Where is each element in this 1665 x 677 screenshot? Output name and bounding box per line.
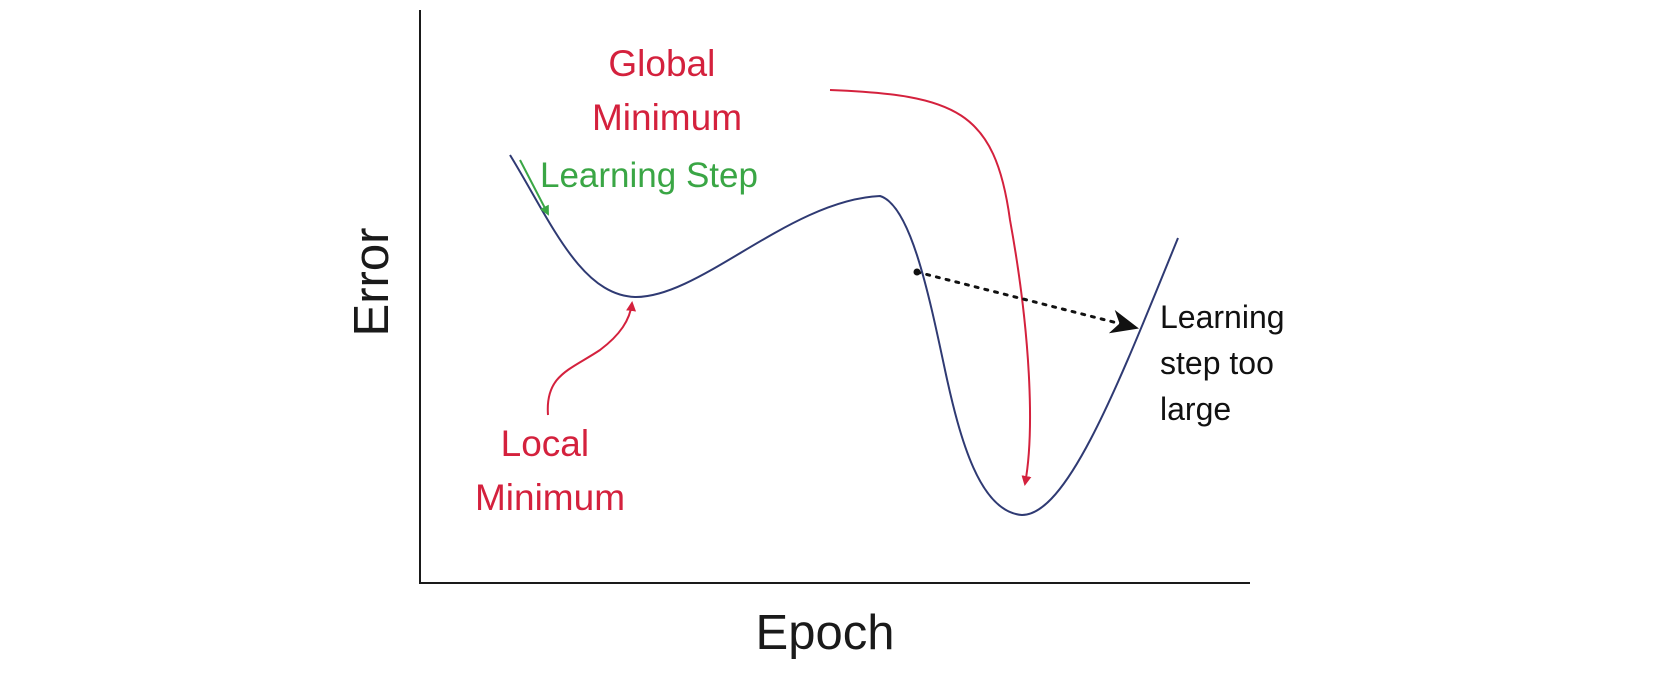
local-minimum-line-1: Local (501, 423, 589, 464)
step-too-large-line-3: large (1160, 391, 1231, 427)
learning-step-arrow (519, 159, 549, 216)
global-minimum-line-2: Minimum (592, 97, 742, 138)
global-minimum-arrow (829, 89, 1032, 486)
step-too-large-arrow (915, 270, 1139, 334)
step-too-large-line-2: step too (1160, 345, 1274, 381)
x-axis-label: Epoch (756, 606, 895, 660)
error-curve (509, 154, 1179, 517)
global-minimum-line-1: Global (608, 43, 715, 84)
learning-step-label: Learning Step (540, 156, 758, 195)
step-too-large-line-1: Learning (1160, 299, 1285, 335)
y-axis-label: Error (345, 228, 399, 337)
step-too-large-label: Learning step too large (1160, 299, 1293, 427)
local-minimum-arrow (546, 301, 637, 416)
local-minimum-line-2: Minimum (475, 477, 625, 518)
local-minimum-label: Local Minimum (475, 423, 625, 518)
global-minimum-label: Global Minimum (592, 43, 742, 138)
